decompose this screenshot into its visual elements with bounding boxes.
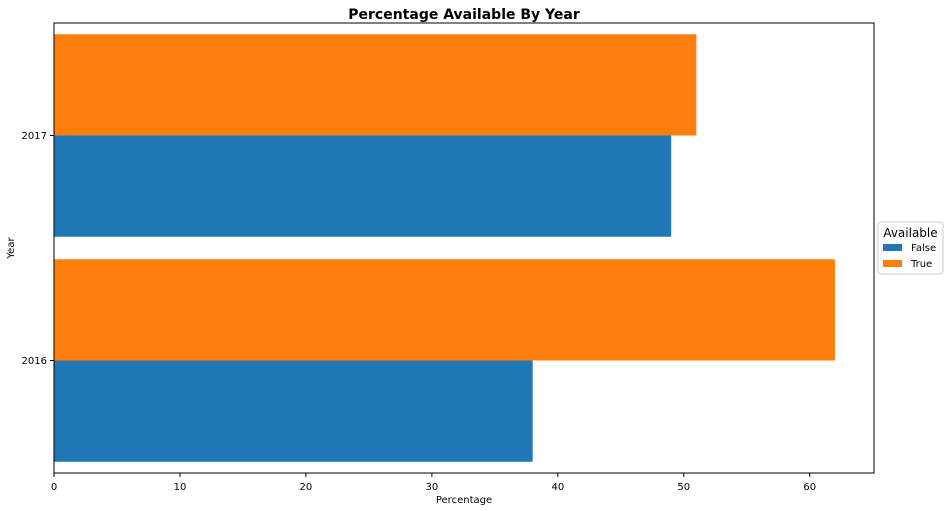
bar-false-2017	[54, 135, 672, 237]
chart-title: Percentage Available By Year	[348, 7, 580, 23]
bar-true-2016	[54, 259, 835, 361]
legend: Available False True	[877, 221, 944, 275]
x-tick-label: 60	[803, 482, 816, 493]
y-axis-ticks: 2016 2017	[22, 131, 54, 367]
x-tick-label: 10	[174, 482, 187, 493]
bar-true-2017	[54, 34, 697, 136]
legend-label-false: False	[911, 243, 936, 254]
x-tick-label: 20	[300, 482, 313, 493]
x-tick-label: 30	[426, 482, 439, 493]
legend-label-true: True	[910, 259, 932, 270]
x-tick-label: 0	[51, 482, 57, 493]
x-tick-label: 40	[551, 482, 564, 493]
x-tick-label: 50	[677, 482, 690, 493]
bars-group	[54, 34, 835, 462]
legend-title: Available	[883, 226, 937, 240]
y-tick-label: 2017	[22, 131, 47, 142]
x-axis-ticks: 0 10 20 30 40 50 60	[51, 473, 816, 493]
y-tick-label: 2016	[22, 356, 47, 367]
legend-swatch-false	[883, 244, 902, 251]
y-axis-label: Year	[6, 237, 17, 260]
bar-false-2016	[54, 360, 533, 462]
plot-frame	[53, 22, 875, 474]
x-axis-label: Percentage	[436, 495, 492, 506]
legend-swatch-true	[883, 260, 902, 267]
